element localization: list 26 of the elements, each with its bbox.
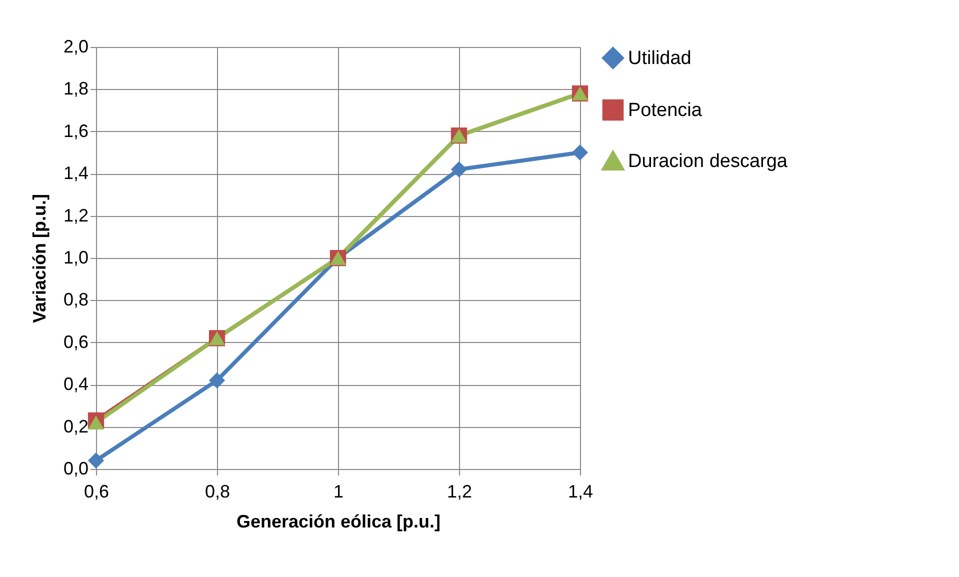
y-tick-label: 1,0 [63,248,88,268]
x-tick-label: 0,6 [84,482,110,502]
y-tick-label: 0,6 [63,332,88,352]
x-tick-label: 1,4 [568,482,594,502]
y-tick-label: 0,0 [63,458,88,478]
point [88,452,104,469]
y-axis-title: Variación [p.u.] [29,194,50,324]
point [450,161,468,178]
y-tick-label: 1,4 [63,163,88,184]
x-tick-label: 1 [333,482,344,502]
point [88,416,104,430]
x-axis-title: Generación eólica [p.u.] [236,512,441,532]
y-tick-label: 1,8 [63,78,88,99]
legend-label: Duracion descarga [628,151,788,172]
y-tick-label: 2,0 [63,36,88,56]
y-tick-label: 1,2 [63,205,88,226]
point [208,372,226,388]
x-tick-label: 1,2 [446,482,472,502]
y-tick-label: 0,4 [63,374,88,394]
y-tick-label: 1,6 [63,120,88,141]
y-tick-label: 0,8 [63,290,88,310]
legend-label: Potencia [628,100,702,121]
point [572,144,588,161]
x-tick-label: 0,8 [204,482,230,502]
legend-label: Utilidad [628,48,692,69]
y-tick-label: 0,2 [63,416,88,436]
